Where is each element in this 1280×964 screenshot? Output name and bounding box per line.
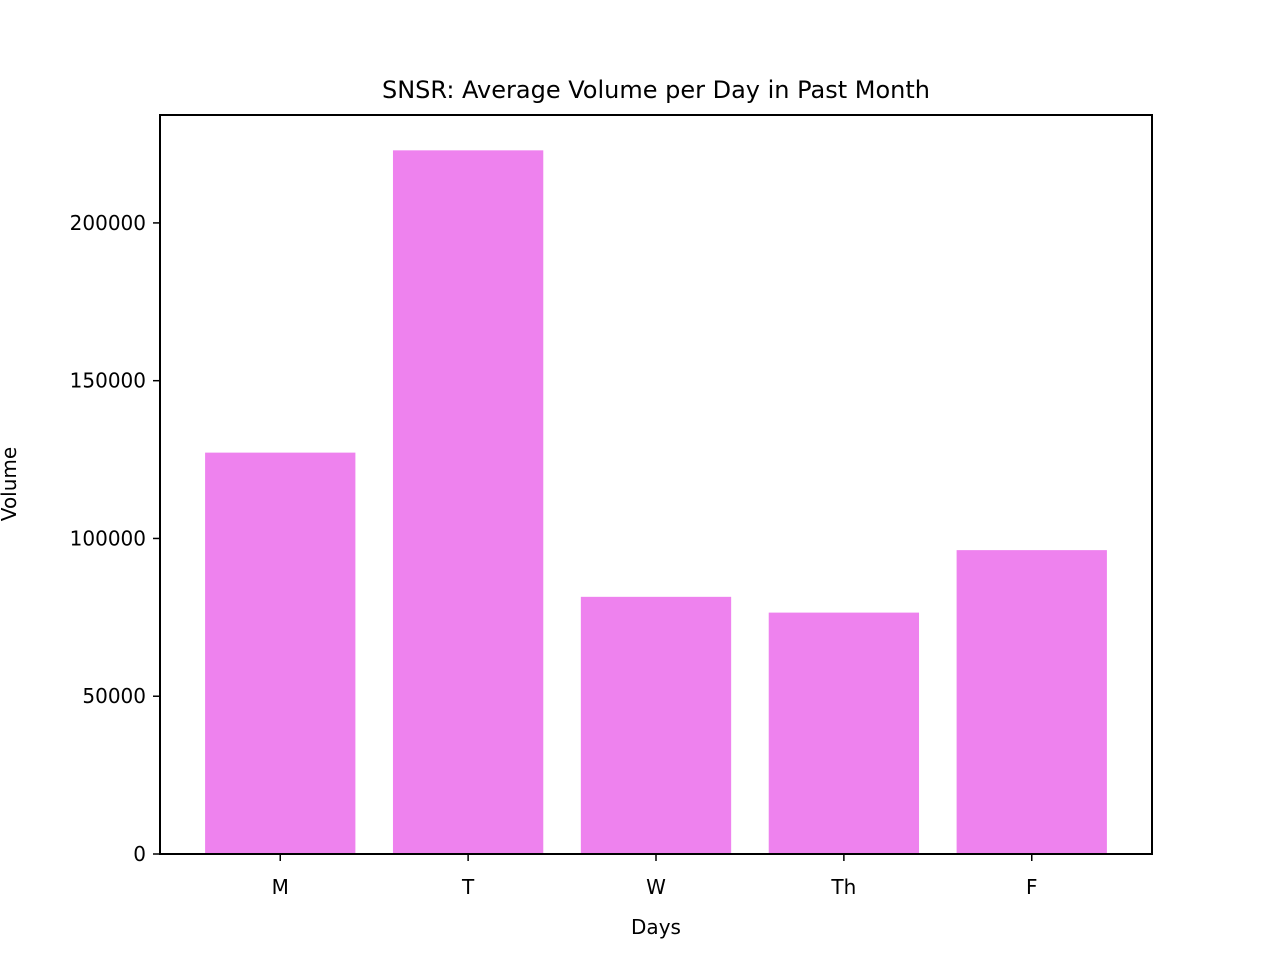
x-tick-label: T (461, 875, 475, 899)
bars-layer (205, 150, 1107, 855)
x-axis-ticks: M T W Th F (272, 854, 1038, 899)
x-tick-label: Th (830, 875, 856, 899)
y-tick-label: 200000 (70, 211, 146, 235)
plot-area-frame (159, 114, 1153, 855)
y-tick-label: 150000 (70, 369, 146, 393)
bar-w (580, 596, 732, 854)
bar-m (205, 452, 356, 854)
y-axis-label: Volume (0, 447, 21, 521)
x-tick-label: W (646, 875, 666, 899)
y-tick-label: 100000 (70, 526, 146, 550)
y-axis-ticks: 0 50000 100000 150000 200000 (70, 211, 160, 866)
bar-t (392, 150, 544, 855)
y-tick-label: 50000 (82, 684, 146, 708)
x-tick-label: F (1026, 875, 1038, 899)
chart-title: SNSR: Average Volume per Day in Past Mon… (382, 76, 930, 104)
x-tick-label: M (272, 875, 289, 899)
x-axis-label: Days (631, 915, 681, 939)
bar-th (768, 612, 920, 854)
y-tick-label: 0 (133, 842, 146, 866)
bar-f (956, 550, 1107, 854)
